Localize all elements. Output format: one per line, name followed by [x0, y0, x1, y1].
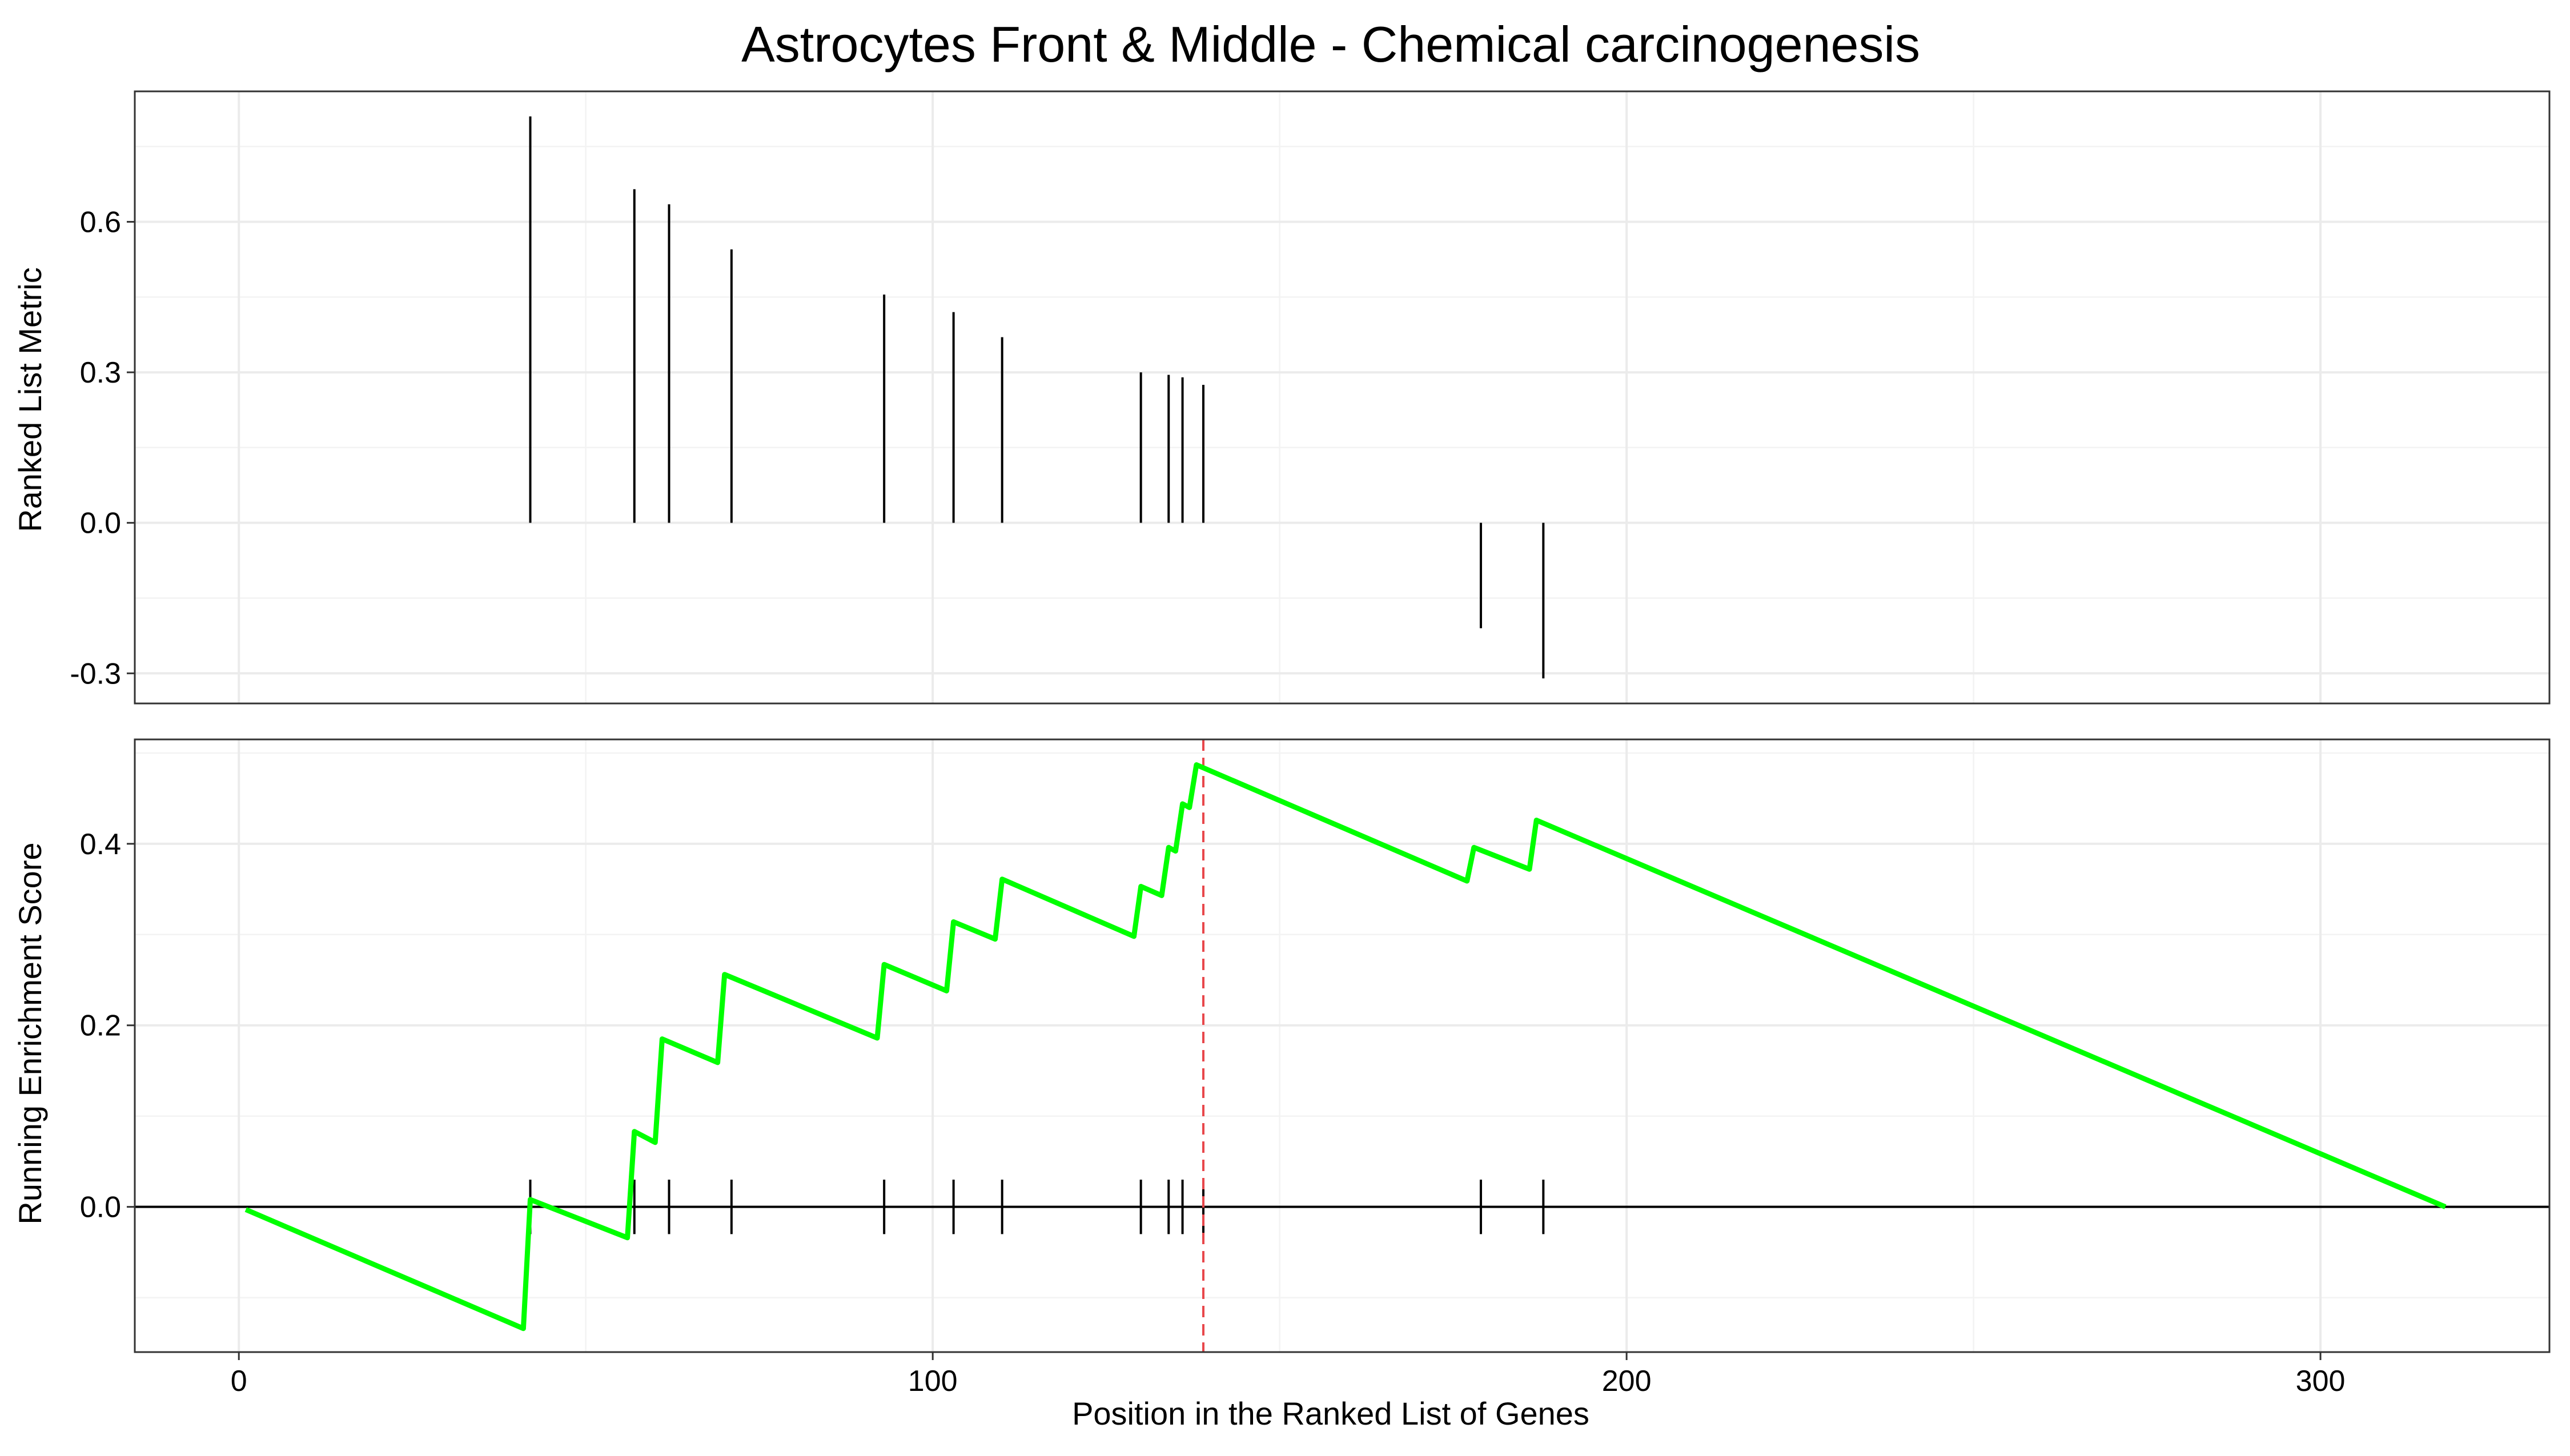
top-y-tick-label: -0.3 — [70, 657, 121, 690]
chart-title: Astrocytes Front & Middle - Chemical car… — [741, 16, 1920, 73]
bottom-panel-background — [134, 738, 2551, 1353]
y-axis-title-bottom: Running Enrichment Score — [12, 842, 48, 1224]
bottom-y-tick-label: 0.2 — [80, 1009, 121, 1043]
ranked-metric-panel: -0.3 0.0 0.3 0.6 — [70, 90, 2551, 705]
running-es-line — [244, 762, 2447, 1332]
bottom-x-tick-label: 100 — [908, 1365, 958, 1398]
bottom-panel-border — [134, 738, 2551, 1353]
bottom-x-tick-label: 0 — [231, 1365, 247, 1398]
bottom-x-tick-label: 200 — [1602, 1365, 1652, 1398]
running-es-panel: 0.0 0.2 0.4 0 100 200 300 — [80, 738, 2551, 1398]
top-panel-border — [134, 90, 2551, 705]
top-panel-background — [134, 90, 2551, 705]
y-axis-title-top: Ranked List Metric — [12, 267, 48, 532]
bottom-x-tick-label: 300 — [2296, 1365, 2346, 1398]
top-y-tick-label: 0.0 — [80, 507, 121, 540]
top-y-tick-label: 0.6 — [80, 206, 121, 239]
top-y-tick-label: 0.3 — [80, 356, 121, 389]
x-axis-title: Position in the Ranked List of Genes — [1072, 1395, 1589, 1431]
bottom-y-tick-label: 0.4 — [80, 828, 121, 861]
bottom-y-tick-label: 0.0 — [80, 1191, 121, 1224]
